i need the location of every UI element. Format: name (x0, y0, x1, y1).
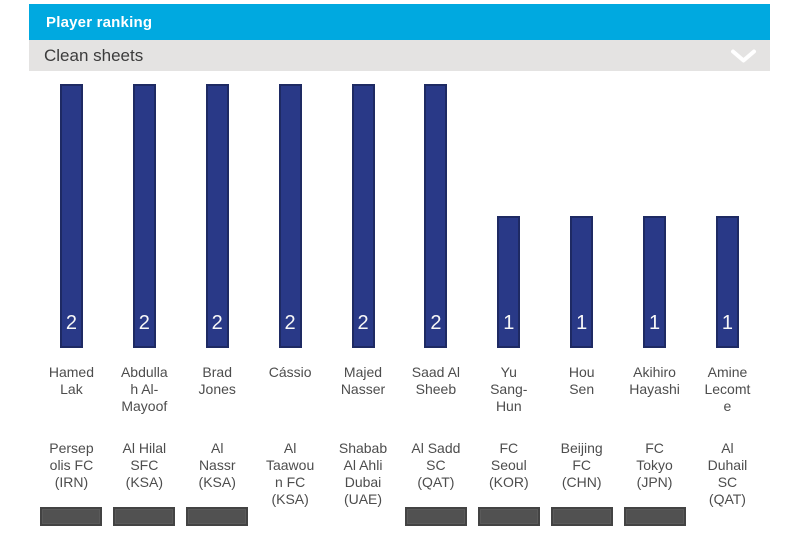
club-logo (477, 507, 540, 526)
player-name: Saad Al Sheeb (411, 364, 461, 397)
clean-sheets-bar: 1 (570, 216, 594, 348)
clean-sheets-bar: 2 (424, 84, 448, 348)
club-logo (404, 507, 467, 526)
metric-select[interactable]: Clean sheets (29, 40, 770, 71)
bar-area: 1 (618, 84, 691, 348)
player-column: 2 Majed Nasser Shabab Al Ahli Dubai (UAE… (327, 84, 400, 526)
bar-value-label: 2 (284, 312, 296, 334)
club-logo (550, 507, 613, 526)
bar-value-label: 2 (357, 312, 369, 334)
club-name: Al Sadd SC (QAT) (411, 440, 461, 490)
clean-sheets-bar: 2 (59, 84, 83, 348)
chevron-down-icon (731, 49, 756, 62)
bar-value-label: 2 (211, 312, 223, 334)
bar-area: 2 (399, 84, 472, 348)
club-name: Al Taawoun FC (KSA) (265, 440, 315, 507)
clean-sheets-bar: 2 (205, 84, 229, 348)
player-column: 2 Abdullah Al-Mayoof Al Hilal SFC (KSA) (108, 84, 181, 526)
player-column: 2 Saad Al Sheeb Al Sadd SC (QAT) (399, 84, 472, 526)
player-name: Brad Jones (198, 364, 236, 397)
club-logo (113, 507, 176, 526)
bar-area: 2 (254, 84, 327, 348)
player-column: 2 Brad Jones Al Nassr (KSA) (181, 84, 254, 526)
bar-area: 2 (35, 84, 108, 348)
bar-value-label: 2 (138, 312, 150, 334)
player-column: 2 Hamed Lak Persepolis FC (IRN) (35, 84, 108, 526)
player-column: 2 Cássio Al Taawoun FC (KSA) (254, 84, 327, 526)
player-name: Amine Lecomte (704, 364, 751, 414)
player-name: Abdullah Al-Mayoof (120, 364, 168, 414)
club-name: Al Hilal SFC (KSA) (122, 440, 167, 490)
club-logo (40, 507, 103, 526)
player-name: Hou Sen (568, 364, 595, 397)
club-logo (186, 507, 249, 526)
bar-area: 1 (472, 84, 545, 348)
player-name: Cássio (268, 364, 312, 380)
club-name: Al Nassr (KSA) (198, 440, 236, 490)
bar-value-label: 1 (503, 312, 515, 334)
bar-area: 2 (181, 84, 254, 348)
player-column: 1 Amine Lecomte Al Duhail SC (QAT) (691, 84, 764, 526)
bar-value-label: 1 (721, 312, 734, 334)
bar-value-label: 1 (576, 312, 588, 334)
player-name: Akihiro Hayashi (629, 364, 680, 397)
club-name: FC Seoul (KOR) (488, 440, 529, 490)
player-column: 1 Akihiro Hayashi FC Tokyo (JPN) (618, 84, 691, 526)
club-logo (623, 507, 686, 526)
clean-sheets-bar: 1 (497, 216, 521, 348)
bar-area: 1 (691, 84, 764, 348)
club-name: FC Tokyo (JPN) (636, 440, 673, 490)
bar-area: 1 (545, 84, 618, 348)
bar-chart: 2 Hamed Lak Persepolis FC (IRN) 2 Abdull… (35, 84, 764, 526)
club-name: Beijing FC (CHN) (560, 440, 603, 490)
club-name: Al Duhail SC (QAT) (707, 440, 748, 507)
page-title: Player ranking (46, 13, 153, 31)
bar-area: 2 (108, 84, 181, 348)
panel-header: Player ranking (29, 4, 770, 40)
player-name: Majed Nasser (340, 364, 386, 397)
clean-sheets-bar: 2 (278, 84, 302, 348)
bar-value-label: 1 (649, 312, 661, 334)
clean-sheets-bar: 2 (351, 84, 375, 348)
clean-sheets-bar: 1 (715, 216, 739, 348)
player-name: Yu Sang-Hun (490, 364, 528, 414)
club-name: Persepolis FC (IRN) (49, 440, 94, 490)
clean-sheets-bar: 1 (643, 216, 667, 348)
bar-area: 2 (327, 84, 400, 348)
clean-sheets-bar: 2 (132, 84, 156, 348)
bar-value-label: 2 (430, 312, 442, 334)
bar-value-label: 2 (65, 312, 77, 334)
player-name: Hamed Lak (48, 364, 94, 397)
player-column: 1 Hou Sen Beijing FC (CHN) (545, 84, 618, 526)
club-name: Shabab Al Ahli Dubai (UAE) (338, 440, 388, 507)
player-column: 1 Yu Sang-Hun FC Seoul (KOR) (472, 84, 545, 526)
metric-select-label: Clean sheets (44, 45, 144, 65)
